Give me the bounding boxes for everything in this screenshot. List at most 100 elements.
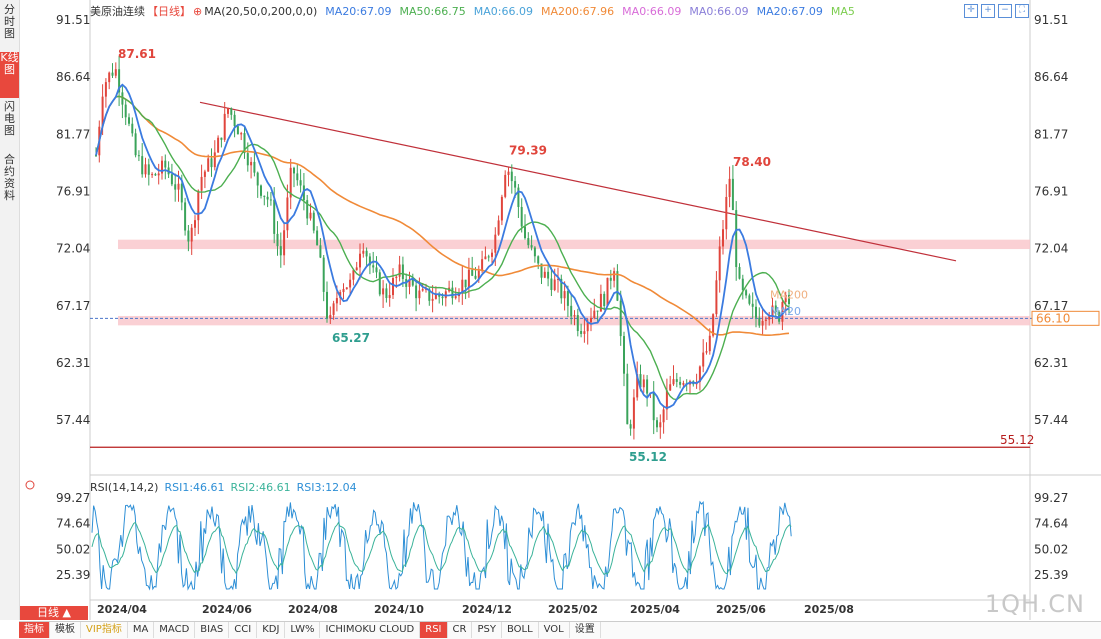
- candle-body: [266, 196, 269, 200]
- zoom-out-icon[interactable]: −: [998, 4, 1012, 18]
- candle-body: [319, 245, 322, 258]
- fullscreen-icon[interactable]: ⛶: [1015, 4, 1029, 18]
- candle-body: [504, 174, 507, 197]
- candle-body: [197, 190, 200, 221]
- candle-body: [477, 270, 480, 279]
- candle-body: [316, 230, 319, 246]
- toolbar-item-10[interactable]: RSI: [420, 622, 448, 638]
- tab-flash-chart[interactable]: 闪电图: [4, 100, 15, 137]
- candle-body: [705, 351, 708, 353]
- toolbar-item-9[interactable]: ICHIMOKU CLOUD: [320, 622, 421, 638]
- toolbar-item-13[interactable]: BOLL: [502, 622, 539, 638]
- candle-body: [550, 278, 553, 290]
- candle-body: [240, 133, 243, 135]
- instrument-title: 美原油连续: [90, 5, 145, 18]
- candle-body: [359, 253, 361, 268]
- candle-body: [662, 409, 665, 423]
- candle-body: [233, 114, 236, 127]
- candle-body: [421, 289, 424, 291]
- candle-body: [451, 287, 454, 299]
- crosshair-icon[interactable]: ✛: [964, 4, 978, 18]
- candle-body: [774, 305, 777, 312]
- candle-body: [306, 200, 309, 219]
- toolbar-item-11[interactable]: CR: [448, 622, 473, 638]
- candle-body: [745, 290, 748, 296]
- toolbar-item-7[interactable]: KDJ: [257, 622, 286, 638]
- toolbar-item-15[interactable]: 设置: [570, 622, 601, 638]
- rsi-tick-left: 50.02: [56, 542, 90, 556]
- candle-body: [722, 229, 724, 247]
- candle-body: [236, 126, 239, 135]
- candle-body: [144, 164, 147, 175]
- rsi-tick-left: 74.64: [56, 517, 90, 531]
- tab-kline[interactable]: K线图: [0, 52, 19, 98]
- indicator-toolbar: 指标 模板 VIP指标 MA MACD BIAS CCI KDJ LW% ICHIMOKU CLO…: [19, 621, 1101, 639]
- period-button[interactable]: 日线 ▲: [20, 606, 88, 620]
- toolbar-item-3[interactable]: MA: [128, 622, 155, 638]
- candle-body: [606, 277, 609, 307]
- candle-body: [560, 278, 563, 299]
- y-tick-left: 62.31: [56, 356, 90, 370]
- candle-body: [332, 303, 335, 315]
- candle-body: [322, 257, 325, 292]
- current-price-label: 66.10: [1036, 311, 1070, 325]
- candle-body: [352, 270, 355, 280]
- toolbar-item-0[interactable]: 指标: [19, 622, 50, 638]
- candle-body: [599, 293, 602, 312]
- candle-body: [283, 230, 286, 256]
- candle-body: [619, 300, 622, 337]
- candle-body: [263, 195, 266, 197]
- candle-body: [418, 290, 421, 299]
- candle-body: [355, 267, 358, 271]
- y-tick-left: 81.77: [56, 127, 90, 141]
- tab-timeshare[interactable]: 分时图: [4, 3, 15, 40]
- price-annotation: 87.61: [118, 47, 156, 61]
- settings-icon[interactable]: ⊕: [193, 5, 203, 18]
- candle-body: [573, 315, 576, 317]
- tab-contract-info[interactable]: 合约资料: [4, 153, 15, 202]
- candle-body: [520, 206, 523, 227]
- zoom-in-icon[interactable]: +: [981, 4, 995, 18]
- y-tick-left: 57.44: [56, 413, 90, 427]
- candle-body: [134, 133, 137, 156]
- legend-item-2: MA0:66.09: [473, 5, 533, 18]
- candle-body: [761, 320, 764, 326]
- toolbar-item-4[interactable]: MACD: [154, 622, 196, 638]
- candle-body: [771, 305, 774, 317]
- legend-item-7: MA5: [830, 5, 855, 18]
- candle-body: [725, 196, 728, 230]
- candle-body: [672, 379, 675, 385]
- y-tick-right: 86.64: [1034, 70, 1068, 84]
- candle-body: [365, 250, 368, 257]
- toolbar-item-1[interactable]: 模板: [50, 622, 81, 638]
- candle-body: [586, 322, 589, 332]
- candle-body: [623, 336, 625, 374]
- candle-body: [593, 310, 596, 318]
- candle-body: [768, 316, 771, 320]
- toolbar-item-14[interactable]: VOL: [539, 622, 570, 638]
- candle-body: [524, 226, 526, 239]
- toolbar-item-6[interactable]: CCI: [229, 622, 258, 638]
- toolbar-item-5[interactable]: BIAS: [195, 622, 230, 638]
- candle-body: [342, 288, 345, 293]
- candle-body: [164, 160, 167, 168]
- candle-body: [702, 352, 705, 367]
- legend-item-0: MA20:67.09: [325, 5, 392, 18]
- candle-body: [230, 108, 233, 115]
- toolbar-item-8[interactable]: LW%: [285, 622, 321, 638]
- candle-body: [698, 366, 701, 383]
- indicator-params[interactable]: MA(20,50,0,200,0,0): [204, 5, 318, 18]
- candle-body: [184, 202, 187, 231]
- candle-body: [243, 133, 246, 154]
- price-annotation: 65.27: [332, 331, 370, 345]
- candle-body: [540, 263, 543, 278]
- candle-body: [530, 245, 533, 248]
- toolbar-item-2[interactable]: VIP指标: [81, 622, 128, 638]
- candle-body: [309, 212, 312, 219]
- support-line-label: 55.12: [1000, 433, 1034, 447]
- candle-body: [682, 383, 685, 385]
- candle-body: [712, 314, 715, 336]
- toolbar-item-12[interactable]: PSY: [472, 622, 502, 638]
- candle-body: [580, 331, 583, 334]
